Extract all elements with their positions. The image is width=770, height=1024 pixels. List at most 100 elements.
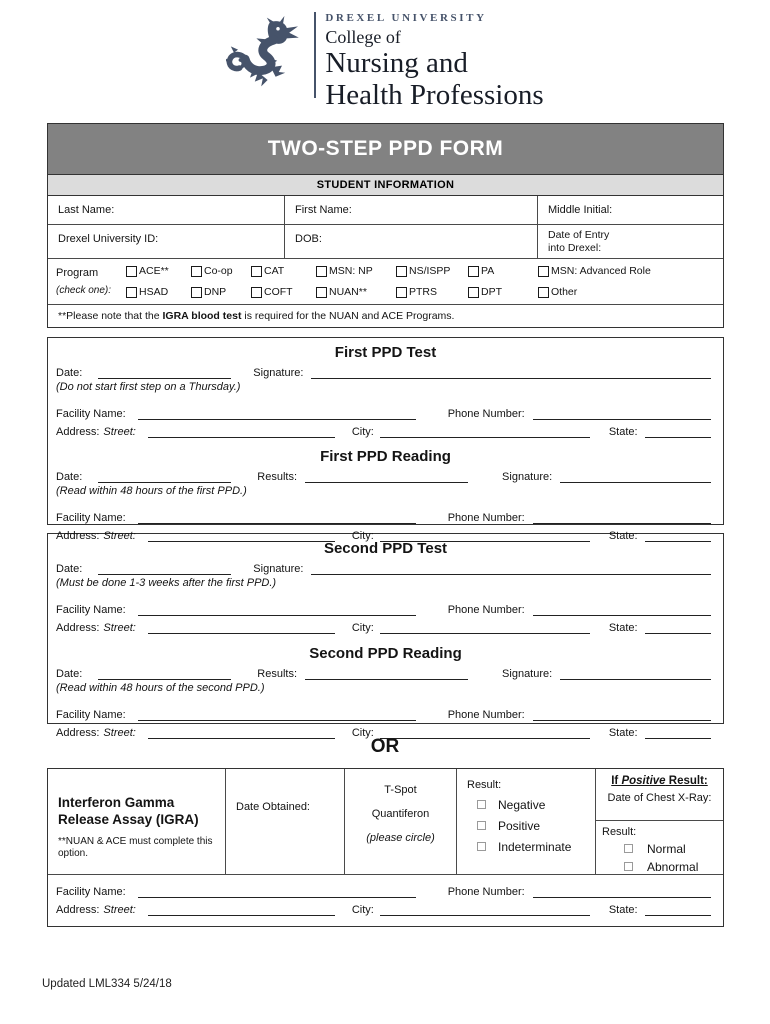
city-field[interactable] xyxy=(379,529,590,542)
city-field[interactable] xyxy=(379,621,590,634)
city-label: City: xyxy=(351,903,374,916)
results-field[interactable] xyxy=(305,470,469,483)
city-field[interactable] xyxy=(379,425,590,438)
middle-initial-field[interactable]: Middle Initial: xyxy=(538,196,723,225)
checkbox-coop[interactable]: Co-op xyxy=(191,265,251,277)
dob-field[interactable]: DOB: xyxy=(285,225,538,260)
city-field[interactable] xyxy=(379,903,590,916)
checkbox-icon[interactable] xyxy=(316,286,327,298)
igra-date-obtained-cell[interactable]: Date Obtained: xyxy=(226,768,345,874)
checkbox-icon[interactable] xyxy=(251,286,262,298)
checkbox-msn-advanced-role[interactable]: MSN: Advanced Role xyxy=(538,265,723,277)
street-field[interactable] xyxy=(147,726,335,739)
checkbox-negative[interactable]: Negative xyxy=(477,798,595,812)
second-ppd-test-section: Second PPD Test Date: Signature: (Must b… xyxy=(56,540,715,634)
form-title-bar: TWO-STEP PPD FORM xyxy=(48,124,723,175)
facility-name-field[interactable] xyxy=(137,511,416,524)
checkbox-icon[interactable] xyxy=(191,265,202,277)
street-field[interactable] xyxy=(147,621,335,634)
checkbox-dnp[interactable]: DNP xyxy=(191,286,251,298)
state-field[interactable] xyxy=(644,425,711,438)
checkbox-msn-np[interactable]: MSN: NP xyxy=(316,265,396,277)
checkbox-icon[interactable] xyxy=(396,286,407,298)
checkbox-icon[interactable] xyxy=(477,800,486,810)
date-field[interactable] xyxy=(98,470,232,483)
phone-number-field[interactable] xyxy=(532,708,711,721)
checkbox-icon[interactable] xyxy=(468,265,479,277)
state-field[interactable] xyxy=(644,726,711,739)
checkbox-ns-ispp[interactable]: NS/ISPP xyxy=(396,265,468,277)
checkbox-dpt[interactable]: DPT xyxy=(468,286,538,298)
phone-number-field[interactable] xyxy=(532,407,711,420)
drexel-id-field[interactable]: Drexel University ID: xyxy=(48,225,285,260)
state-label: State: xyxy=(608,621,638,634)
checkbox-icon[interactable] xyxy=(624,862,633,872)
phone-number-label: Phone Number: xyxy=(447,603,525,616)
signature-field[interactable] xyxy=(311,562,711,575)
phone-number-field[interactable] xyxy=(532,885,711,898)
facility-name-field[interactable] xyxy=(137,708,416,721)
checkbox-ace[interactable]: ACE** xyxy=(126,265,191,277)
results-field[interactable] xyxy=(305,667,469,680)
checkbox-coft[interactable]: COFT xyxy=(251,286,316,298)
checkbox-icon[interactable] xyxy=(538,265,549,277)
facility-name-label: Facility Name: xyxy=(56,885,126,898)
checkbox-icon[interactable] xyxy=(316,265,327,277)
checkbox-icon[interactable] xyxy=(251,265,262,277)
checkbox-hsad[interactable]: HSAD xyxy=(126,286,191,298)
section-note: (Read within 48 hours of the second PPD.… xyxy=(56,681,265,694)
date-field[interactable] xyxy=(98,366,232,379)
phone-number-field[interactable] xyxy=(532,511,711,524)
checkbox-icon[interactable] xyxy=(538,286,549,298)
checkbox-positive[interactable]: Positive xyxy=(477,819,595,833)
checkbox-icon[interactable] xyxy=(126,265,137,277)
checkbox-other[interactable]: Other xyxy=(538,286,723,298)
tspot-option[interactable]: T-Spot xyxy=(384,783,417,796)
city-field[interactable] xyxy=(379,726,590,739)
last-name-field[interactable]: Last Name: xyxy=(48,196,285,225)
state-field[interactable] xyxy=(644,529,711,542)
checkbox-icon[interactable] xyxy=(191,286,202,298)
phone-number-field[interactable] xyxy=(532,603,711,616)
checkbox-icon[interactable] xyxy=(126,286,137,298)
checkbox-icon[interactable] xyxy=(477,821,486,831)
checkbox-icon[interactable] xyxy=(477,842,486,852)
date-field[interactable] xyxy=(98,667,232,680)
checkbox-icon[interactable] xyxy=(396,265,407,277)
street-field[interactable] xyxy=(147,903,335,916)
first-name-field[interactable]: First Name: xyxy=(285,196,538,225)
igra-result-cell: Result: Negative Positive Indeterminate xyxy=(457,768,596,874)
date-of-entry-field[interactable]: Date of Entry into Drexel: xyxy=(538,225,723,260)
please-circle-note: (please circle) xyxy=(366,831,435,844)
date-label: Date: xyxy=(56,562,83,575)
state-label: State: xyxy=(608,425,638,438)
street-field[interactable] xyxy=(147,425,335,438)
facility-name-field[interactable] xyxy=(137,603,416,616)
state-field[interactable] xyxy=(644,903,711,916)
facility-name-field[interactable] xyxy=(137,407,416,420)
program-label: Program (check one): xyxy=(56,267,112,296)
checkbox-indeterminate[interactable]: Indeterminate xyxy=(477,840,595,854)
facility-name-field[interactable] xyxy=(137,885,416,898)
checkbox-nuan[interactable]: NUAN** xyxy=(316,286,396,298)
date-field[interactable] xyxy=(98,562,232,575)
quantiferon-option[interactable]: Quantiferon xyxy=(371,807,430,820)
signature-field[interactable] xyxy=(560,667,711,680)
igra-required-note: **Please note that the IGRA blood test i… xyxy=(58,309,455,322)
state-field[interactable] xyxy=(644,621,711,634)
city-label: City: xyxy=(351,726,374,739)
checkbox-cat[interactable]: CAT xyxy=(251,265,316,277)
college-of: College of xyxy=(325,27,401,47)
checkbox-icon[interactable] xyxy=(468,286,479,298)
checkbox-ptrs[interactable]: PTRS xyxy=(396,286,468,298)
checkbox-pa[interactable]: PA xyxy=(468,265,538,277)
date-label: Date: xyxy=(56,667,83,680)
checkbox-icon[interactable] xyxy=(624,844,633,854)
checkbox-normal[interactable]: Normal xyxy=(624,842,723,856)
signature-field[interactable] xyxy=(311,366,711,379)
street-field[interactable] xyxy=(147,529,335,542)
checkbox-abnormal[interactable]: Abnormal xyxy=(624,860,723,874)
chest-xray-cell[interactable]: If Positive Result: Date of Chest X-Ray: xyxy=(596,769,723,821)
signature-field[interactable] xyxy=(560,470,711,483)
